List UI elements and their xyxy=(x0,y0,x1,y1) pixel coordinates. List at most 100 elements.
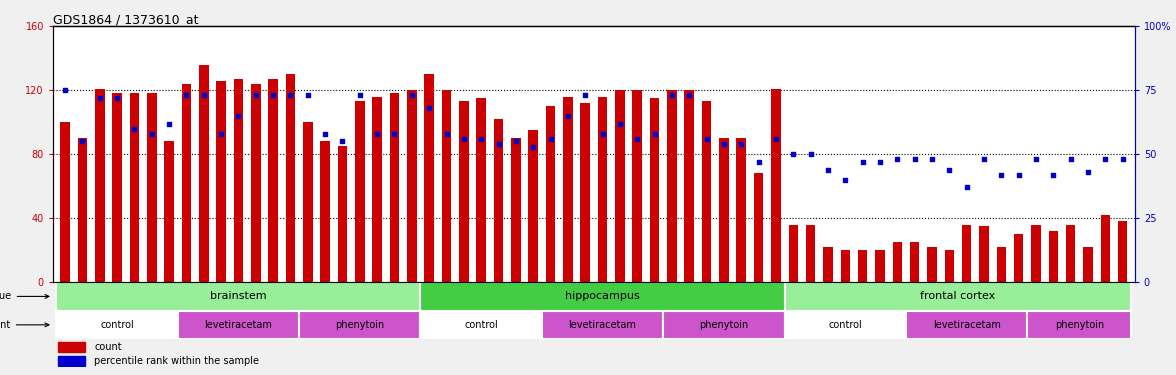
Point xyxy=(749,159,768,165)
Bar xyxy=(754,173,763,282)
Bar xyxy=(663,310,784,339)
Point xyxy=(523,144,542,150)
Point xyxy=(610,120,629,126)
Bar xyxy=(425,74,434,282)
Text: control: control xyxy=(828,320,862,330)
Text: phenytoin: phenytoin xyxy=(1055,320,1104,330)
Bar xyxy=(303,122,313,282)
Bar xyxy=(542,310,663,339)
Text: GDS1864 / 1373610_at: GDS1864 / 1373610_at xyxy=(53,13,199,26)
Bar xyxy=(841,250,850,282)
Bar xyxy=(373,97,382,282)
Point xyxy=(1114,156,1132,162)
Point xyxy=(142,131,161,137)
Point xyxy=(454,136,473,142)
Bar xyxy=(407,90,416,282)
Point xyxy=(178,92,196,98)
Point xyxy=(957,184,976,190)
Bar xyxy=(60,122,69,282)
Bar xyxy=(875,250,884,282)
Point xyxy=(715,141,734,147)
Bar xyxy=(563,97,573,282)
Point xyxy=(1009,172,1028,178)
Bar xyxy=(181,84,192,282)
Bar xyxy=(893,242,902,282)
Bar xyxy=(320,141,330,282)
Point xyxy=(593,131,612,137)
Text: phenytoin: phenytoin xyxy=(700,320,749,330)
Text: control: control xyxy=(465,320,499,330)
Bar xyxy=(1101,215,1110,282)
Point xyxy=(263,92,282,98)
Point xyxy=(922,156,941,162)
Bar xyxy=(355,101,365,282)
Text: levetiracetam: levetiracetam xyxy=(205,320,273,330)
Bar xyxy=(650,98,660,282)
Point xyxy=(991,172,1010,178)
Point xyxy=(697,136,716,142)
Bar xyxy=(996,247,1007,282)
Point xyxy=(870,159,889,165)
Bar xyxy=(56,310,178,339)
Bar xyxy=(806,225,815,282)
Bar xyxy=(546,106,555,282)
Point xyxy=(333,138,352,144)
Text: phenytoin: phenytoin xyxy=(335,320,385,330)
Point xyxy=(784,151,803,157)
Point xyxy=(975,156,994,162)
Bar xyxy=(299,310,421,339)
Bar xyxy=(216,81,226,282)
Bar xyxy=(720,138,729,282)
Point xyxy=(299,92,318,98)
Bar xyxy=(702,101,711,282)
Point xyxy=(437,131,456,137)
Point xyxy=(1061,156,1080,162)
Point xyxy=(472,136,490,142)
Bar xyxy=(512,138,521,282)
Bar xyxy=(389,93,400,282)
Text: brainstem: brainstem xyxy=(211,291,267,302)
Bar xyxy=(633,90,642,282)
Bar xyxy=(1083,247,1093,282)
Bar xyxy=(129,93,139,282)
Bar xyxy=(528,130,537,282)
Bar xyxy=(338,146,347,282)
Bar xyxy=(494,119,503,282)
Point xyxy=(229,113,248,119)
Point xyxy=(385,131,403,137)
Bar xyxy=(421,282,784,310)
Text: percentile rank within the sample: percentile rank within the sample xyxy=(94,356,259,366)
Text: frontal cortex: frontal cortex xyxy=(921,291,996,302)
Point xyxy=(125,126,143,132)
Bar xyxy=(788,225,799,282)
Point xyxy=(246,92,265,98)
Bar xyxy=(684,90,694,282)
Bar xyxy=(857,250,868,282)
Bar xyxy=(1065,225,1076,282)
Point xyxy=(55,87,74,93)
Bar xyxy=(476,98,486,282)
Bar xyxy=(581,103,590,282)
Bar xyxy=(421,310,542,339)
Bar xyxy=(980,226,989,282)
Point xyxy=(194,92,213,98)
Bar xyxy=(615,90,624,282)
Point xyxy=(836,177,855,183)
Point xyxy=(1027,156,1045,162)
Point xyxy=(1096,156,1115,162)
Point xyxy=(940,166,958,172)
Bar xyxy=(178,310,299,339)
Point xyxy=(350,92,369,98)
Point xyxy=(160,120,179,126)
Bar xyxy=(459,101,468,282)
Point xyxy=(91,95,109,101)
Text: count: count xyxy=(94,342,121,352)
Bar xyxy=(1049,231,1058,282)
Point xyxy=(420,105,439,111)
Point xyxy=(646,131,664,137)
Point xyxy=(559,113,577,119)
Point xyxy=(888,156,907,162)
Bar xyxy=(199,64,208,282)
Point xyxy=(576,92,595,98)
Bar xyxy=(784,310,906,339)
